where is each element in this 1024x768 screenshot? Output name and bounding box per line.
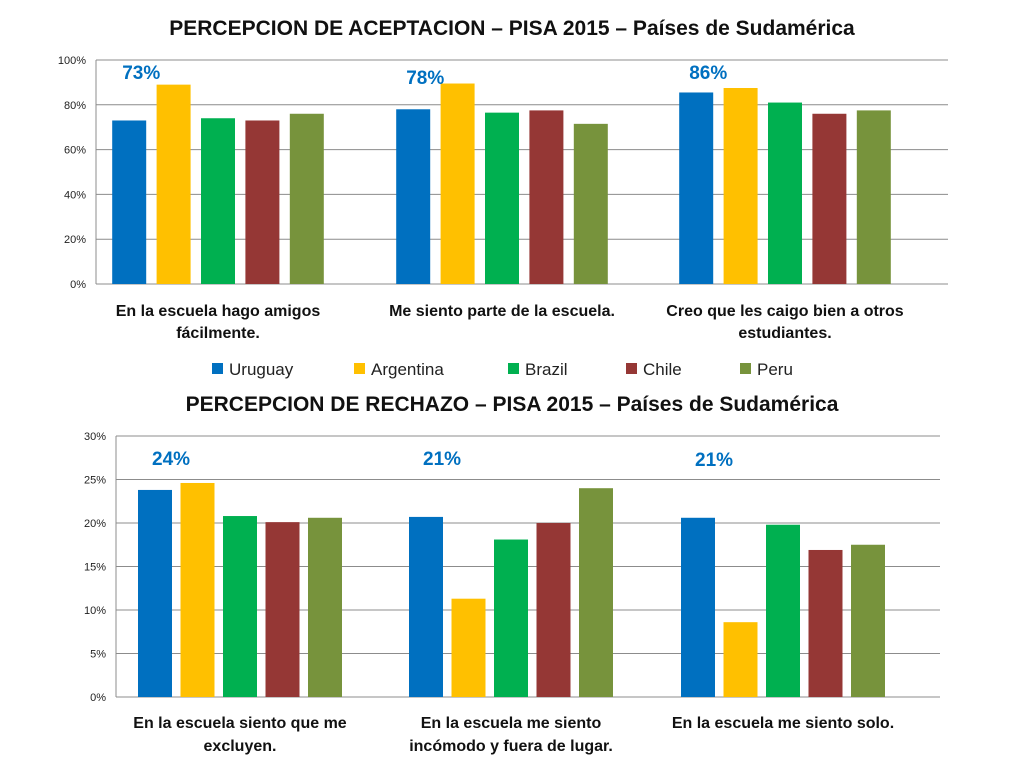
bar-chile [529,110,564,285]
bar-uruguay [112,120,147,284]
bar-peru [289,113,324,284]
legend-label: Chile [643,360,682,379]
legend-swatch [212,363,223,374]
y-tick-label: 25% [84,475,106,487]
bar-argentina [156,84,191,284]
bar-peru [308,517,342,697]
bar-chile [808,549,843,697]
bar-brazil [768,102,802,284]
category-label: En la escuela siento que me [133,715,347,732]
category-label: fácilmente. [176,325,260,342]
annotation-label: 24% [152,449,190,470]
legend-item-argentina: Argentina [354,360,444,379]
bar-argentina [723,88,758,284]
category-label: En la escuela me siento [421,715,602,732]
bar-brazil [223,516,257,697]
legend-item-peru: Peru [740,360,793,379]
bar-uruguay [396,109,431,284]
bar-peru [579,488,613,697]
category-label: estudiantes. [738,325,831,342]
legend-label: Uruguay [229,360,294,379]
bar-brazil [201,118,235,285]
chart-title: PERCEPCION DE RECHAZO – PISA 2015 – País… [186,393,839,416]
bar-uruguay [681,517,715,697]
bar-peru [851,544,885,697]
y-tick-label: 30% [84,431,106,443]
legend-swatch [508,363,519,374]
bar-chile [812,113,847,284]
annotation-label: 21% [695,450,733,471]
bar-brazil [494,539,528,697]
category-label: Me siento parte de la escuela. [389,303,615,320]
legend-swatch [626,363,637,374]
y-tick-label: 100% [58,55,86,67]
bar-peru [573,123,608,284]
category-label: incómodo y fuera de lugar. [409,738,613,755]
bar-uruguay [138,489,172,697]
category-label: excluyen. [204,738,277,755]
y-tick-label: 20% [84,518,106,530]
legend-item-brazil: Brazil [508,360,568,379]
y-tick-label: 0% [90,692,106,704]
annotation-label: 78% [406,68,444,89]
chart-aceptacion: PERCEPCION DE ACEPTACION – PISA 2015 – P… [58,17,948,342]
y-tick-label: 0% [70,279,86,291]
y-tick-label: 10% [84,605,106,617]
legend: Uruguay Argentina Brazil Chile Peru [212,360,793,379]
category-label: En la escuela hago amigos [116,303,321,320]
chart-rechazo: PERCEPCION DE RECHAZO – PISA 2015 – País… [84,393,940,755]
bar-uruguay [409,516,443,697]
category-label: En la escuela me siento solo. [672,715,894,732]
y-tick-label: 60% [64,145,86,157]
y-tick-label: 20% [64,234,86,246]
bar-uruguay [679,92,714,284]
legend-label: Brazil [525,360,568,379]
y-tick-label: 80% [64,100,86,112]
legend-swatch [740,363,751,374]
legend-item-chile: Chile [626,360,682,379]
y-tick-label: 15% [84,562,106,574]
chart-title: PERCEPCION DE ACEPTACION – PISA 2015 – P… [169,17,855,40]
legend-swatch [354,363,365,374]
bar-chile [265,522,300,697]
bar-brazil [485,112,519,284]
bar-argentina [180,482,215,697]
bar-chile [245,120,280,284]
legend-label: Peru [757,360,793,379]
y-tick-label: 40% [64,189,86,201]
annotation-label: 73% [122,63,160,84]
bar-brazil [766,524,800,697]
category-label: Creo que les caigo bien a otros [666,303,903,320]
legend-item-uruguay: Uruguay [212,360,294,379]
legend-label: Argentina [371,360,444,379]
bar-argentina [440,83,475,285]
annotation-label: 21% [423,449,461,470]
bar-argentina [723,622,758,697]
bar-argentina [451,598,486,697]
annotation-label: 86% [689,63,727,84]
bar-chile [536,523,571,697]
bar-peru [856,110,891,285]
y-tick-label: 5% [90,649,106,661]
